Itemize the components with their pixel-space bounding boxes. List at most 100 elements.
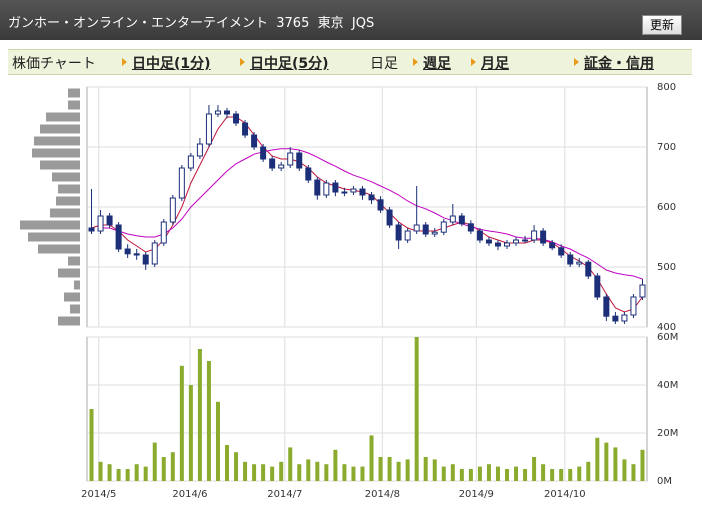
candle-body xyxy=(522,239,529,242)
volume-bar xyxy=(270,466,275,481)
candle-body xyxy=(621,314,628,322)
candle-body xyxy=(558,247,565,256)
candle-body xyxy=(476,230,483,241)
volume-bar xyxy=(631,464,636,481)
refresh-button[interactable]: 更新 xyxy=(642,15,682,35)
volume-bar xyxy=(297,464,302,481)
volume-profile-bar xyxy=(50,208,80,218)
volume-profile-bar xyxy=(56,196,80,206)
volume-bar xyxy=(622,459,627,481)
volume-profile-bar xyxy=(70,304,80,314)
volume-profile-bar xyxy=(68,100,80,110)
tab-bar: 株価チャート 日中足(1分) 日中足(5分) 日足 週足 月足 証金・信用 xyxy=(8,49,692,75)
candle-body xyxy=(115,224,122,250)
volume-profile-bar xyxy=(20,220,80,230)
volume-bar xyxy=(315,461,320,481)
candle-body xyxy=(332,182,339,193)
candle-body xyxy=(124,248,131,255)
tab-link[interactable]: 証金・信用 xyxy=(584,56,654,72)
candle-body xyxy=(88,227,95,232)
candle-body xyxy=(233,113,240,124)
volume-profile-bar xyxy=(58,184,80,194)
volume-bar xyxy=(252,464,257,481)
volume-bar xyxy=(116,469,121,481)
tab-arrow xyxy=(122,58,127,66)
candle-body xyxy=(296,152,303,169)
candle-body xyxy=(494,242,501,247)
tab-link[interactable]: 日中足(5分) xyxy=(250,56,329,72)
tab-link[interactable]: 日中足(1分) xyxy=(132,56,211,72)
candle-body xyxy=(178,167,185,199)
volume-bar xyxy=(369,435,374,481)
candle-body xyxy=(214,110,221,115)
candle-body xyxy=(368,194,375,201)
y-tick-label: 700 xyxy=(657,142,676,153)
volume-bar xyxy=(577,466,582,481)
candle-body xyxy=(251,134,258,148)
volume-bar xyxy=(143,466,148,481)
tab-arrow xyxy=(574,58,579,66)
volume-bar xyxy=(89,409,94,481)
tab-arrow xyxy=(471,58,476,66)
candle-body xyxy=(151,242,158,265)
candle-body xyxy=(287,152,294,166)
y-tick-label: 500 xyxy=(657,262,676,273)
candle-body xyxy=(630,296,637,316)
volume-profile-bar xyxy=(68,256,80,266)
candle-body xyxy=(242,122,249,136)
candle-body xyxy=(169,197,176,223)
candle-body xyxy=(205,113,212,145)
candle-body xyxy=(359,188,366,196)
volume-profile-bar xyxy=(46,112,80,122)
volume-profile-bar xyxy=(28,232,80,242)
candle-body xyxy=(440,221,447,233)
volume-bar xyxy=(134,464,139,481)
volume-bar xyxy=(161,457,166,481)
y-tick-label: 800 xyxy=(657,82,676,93)
volume-bar xyxy=(505,469,509,481)
volume-bar xyxy=(541,464,546,481)
volume-bar xyxy=(396,461,401,481)
tab-arrow xyxy=(240,58,245,66)
volume-bar xyxy=(279,461,284,481)
volume-bar xyxy=(243,461,248,481)
candle-body xyxy=(386,209,393,226)
candle-body xyxy=(576,261,583,265)
candle-body xyxy=(305,167,312,181)
candle-body xyxy=(187,155,194,169)
tab-link[interactable]: 月足 xyxy=(481,56,509,72)
candle-body xyxy=(142,254,149,265)
volume-bar xyxy=(423,457,428,481)
candle-body xyxy=(449,215,456,223)
volume-profile-bar xyxy=(58,316,80,326)
candle-body xyxy=(603,296,610,317)
volume-bar xyxy=(640,449,645,481)
candle-body xyxy=(269,158,276,169)
volume-bar xyxy=(324,464,329,481)
candle-body xyxy=(323,182,330,196)
candle-body xyxy=(458,215,465,225)
volume-bar xyxy=(559,469,564,481)
volume-bar xyxy=(288,447,293,481)
candle-body xyxy=(513,239,520,244)
x-tick-label: 2014/6 xyxy=(172,489,207,500)
volume-bar xyxy=(468,469,473,481)
volume-profile-bar xyxy=(40,160,80,170)
candle-body xyxy=(540,230,547,244)
volume-bar xyxy=(360,466,365,481)
candle-body xyxy=(133,253,140,256)
candle-body xyxy=(196,143,203,157)
volume-bar xyxy=(342,464,347,481)
current-page-label: 株価チャート xyxy=(12,56,96,72)
volume-bar xyxy=(170,452,175,481)
tab-link[interactable]: 週足 xyxy=(423,56,451,72)
volume-bar xyxy=(107,464,112,481)
volume-bar xyxy=(586,461,591,481)
candle-body xyxy=(422,224,429,235)
x-tick-label: 2014/5 xyxy=(81,489,116,500)
volume-profile-bar xyxy=(32,148,80,158)
candle-body xyxy=(278,164,285,169)
candle-body xyxy=(350,188,357,193)
